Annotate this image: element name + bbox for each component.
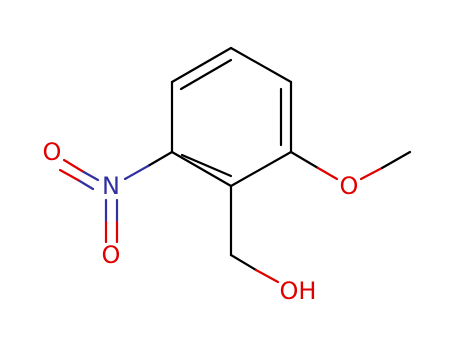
atom-label: N xyxy=(102,172,120,200)
bonds xyxy=(58,46,412,284)
atom-label: O xyxy=(102,241,121,269)
atom-label: O xyxy=(340,172,359,200)
atom-label: O xyxy=(43,138,62,166)
atom-label: OH xyxy=(280,277,317,305)
